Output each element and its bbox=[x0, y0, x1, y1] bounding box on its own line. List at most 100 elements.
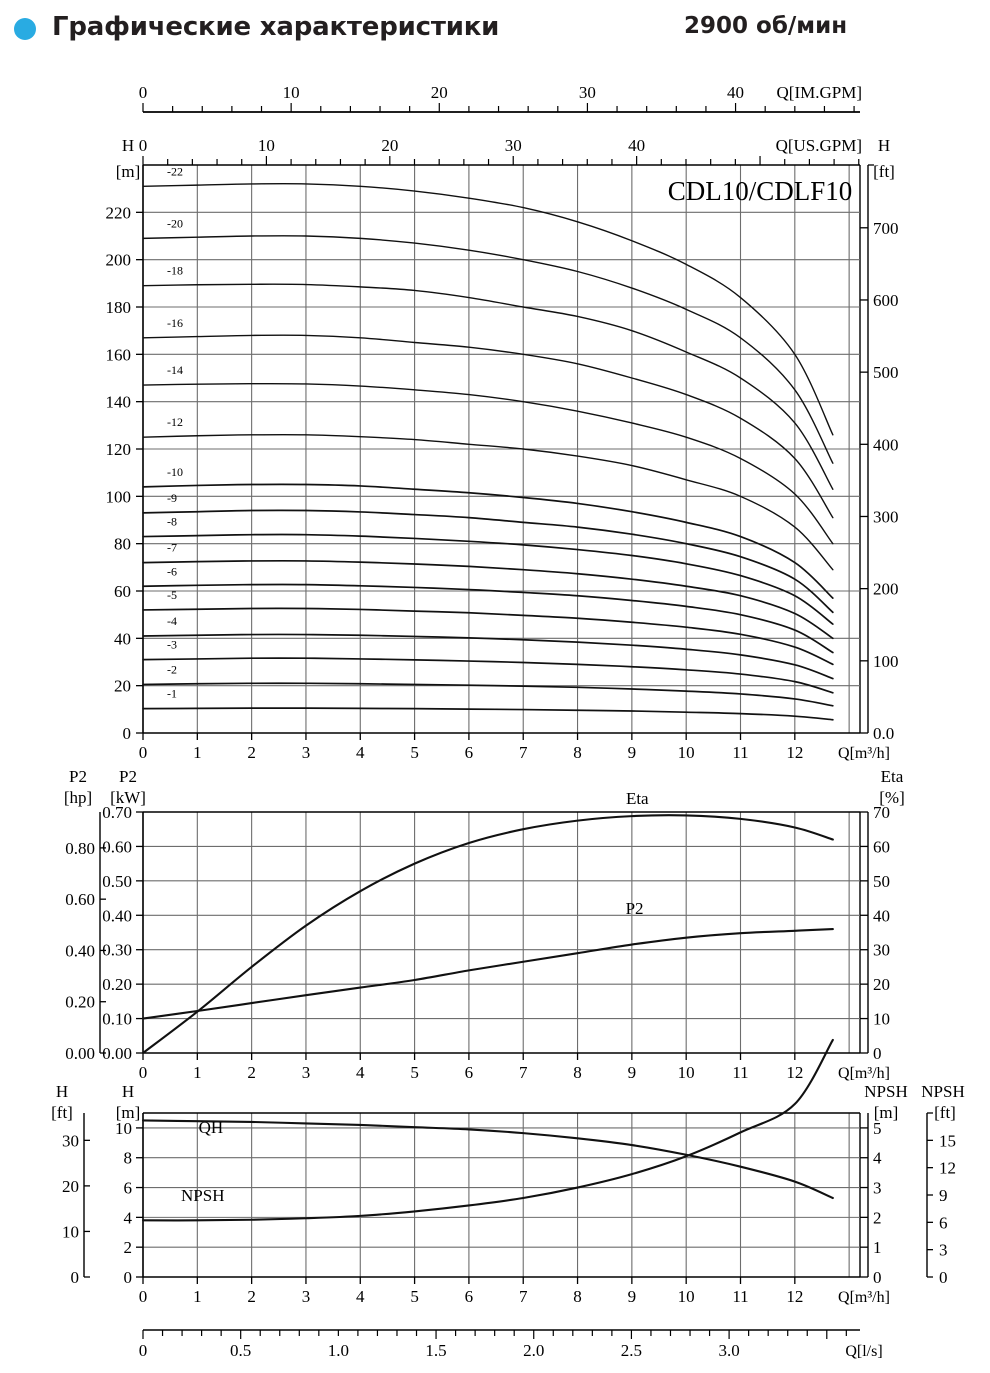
npsh-ft-tick-label: 6 bbox=[939, 1213, 948, 1232]
stage-label-16: -16 bbox=[167, 316, 183, 330]
stage-curve-18 bbox=[142, 283, 834, 490]
im-gpm-tick-label: 20 bbox=[431, 83, 448, 102]
bullet-icon bbox=[14, 18, 36, 40]
stage-label-7: -7 bbox=[167, 541, 177, 555]
h3-m-label: H bbox=[122, 1082, 134, 1101]
p2-kw-tick-label: 0.00 bbox=[102, 1044, 132, 1063]
page-title: Графические характеристики bbox=[52, 12, 500, 42]
stage-curve-8 bbox=[142, 533, 834, 625]
h3-m-tick-label: 0 bbox=[124, 1268, 133, 1287]
npsh-curve bbox=[141, 1038, 834, 1222]
q-ls-tick-label: 2.0 bbox=[523, 1341, 544, 1360]
q-tick-label: 0 bbox=[139, 743, 148, 762]
npsh-ft-tick-label: 3 bbox=[939, 1241, 948, 1260]
eta-unit: [%] bbox=[879, 788, 904, 807]
eta-tick-label: 20 bbox=[873, 975, 890, 994]
q-tick-label: 1 bbox=[193, 1287, 202, 1306]
stage-label-18: -18 bbox=[167, 264, 183, 278]
p2-kw-unit: [kW] bbox=[110, 788, 146, 807]
us-gpm-tick-label: 20 bbox=[381, 136, 398, 155]
h3-ft-tick-label: 10 bbox=[62, 1222, 79, 1241]
h3-m-tick-label: 8 bbox=[124, 1149, 133, 1168]
q-ls-axis-label: Q[l/s] bbox=[845, 1343, 882, 1360]
im-gpm-tick-label: 40 bbox=[727, 83, 744, 102]
q-m3h-axis-label: Q[m³/h] bbox=[838, 745, 890, 762]
p2-hp-tick-label: 0.80 bbox=[65, 839, 95, 858]
npsh-series-label: NPSH bbox=[181, 1186, 224, 1205]
q-tick-label: 3 bbox=[302, 1063, 311, 1082]
p2-kw-tick-label: 0.60 bbox=[102, 837, 132, 856]
q-tick-label: 12 bbox=[786, 743, 803, 762]
npsh-ft-tick-label: 15 bbox=[939, 1131, 956, 1150]
q-tick-label: 4 bbox=[356, 1287, 365, 1306]
im-gpm-tick-label: 0 bbox=[139, 83, 148, 102]
h-ft-label: H bbox=[878, 136, 890, 155]
h-ft-tick-label: 300 bbox=[873, 507, 899, 526]
q-tick-label: 7 bbox=[519, 743, 528, 762]
h-ft-tick-label: 700 bbox=[873, 219, 899, 238]
stage-curve-2 bbox=[142, 682, 834, 707]
h-ft-tick-label: 400 bbox=[873, 435, 899, 454]
q-ls-tick-label: 1.5 bbox=[425, 1341, 446, 1360]
q-tick-label: 11 bbox=[732, 1287, 748, 1306]
im-gpm-axis-label: Q[IM.GPM] bbox=[777, 83, 862, 102]
q-tick-label: 4 bbox=[356, 1063, 365, 1082]
stage-label-12: -12 bbox=[167, 415, 183, 429]
h-m-tick-label: 0 bbox=[123, 724, 132, 743]
q-ls-tick-label: 0.5 bbox=[230, 1341, 251, 1360]
h-m-tick-label: 100 bbox=[106, 487, 132, 506]
h-ft-tick-label: 500 bbox=[873, 363, 899, 382]
h-ft-unit: [ft] bbox=[873, 162, 895, 181]
q-tick-label: 2 bbox=[247, 743, 256, 762]
im-gpm-tick-label: 10 bbox=[283, 83, 300, 102]
q-tick-label: 5 bbox=[410, 743, 419, 762]
npsh-m-tick-label: 5 bbox=[873, 1119, 882, 1138]
eta-curve bbox=[141, 814, 834, 1055]
eta-tick-label: 10 bbox=[873, 1010, 890, 1029]
eta-tick-label: 30 bbox=[873, 941, 890, 960]
q-tick-label: 12 bbox=[786, 1287, 803, 1306]
q-tick-label: 9 bbox=[628, 1287, 637, 1306]
h-ft-tick-label: 200 bbox=[873, 580, 899, 599]
q-tick-label: 7 bbox=[519, 1063, 528, 1082]
eta-tick-label: 0 bbox=[873, 1044, 882, 1063]
q-tick-label: 11 bbox=[732, 743, 748, 762]
us-gpm-tick-label: 10 bbox=[258, 136, 275, 155]
h-ft-tick-label: 600 bbox=[873, 291, 899, 310]
q-m3h-axis-label: Q[m³/h] bbox=[838, 1065, 890, 1082]
q-tick-label: 5 bbox=[410, 1063, 419, 1082]
h-m-tick-label: 80 bbox=[114, 535, 131, 554]
page-header: Графические характеристики 2900 об/мин bbox=[0, 0, 990, 62]
stage-label-14: -14 bbox=[167, 363, 183, 377]
h-m-label: H bbox=[122, 136, 134, 155]
npsh-ft-unit: [ft] bbox=[934, 1103, 956, 1122]
p2-kw-tick-label: 0.40 bbox=[102, 906, 132, 925]
h-ft-tick-label: 100 bbox=[873, 652, 899, 671]
q-tick-label: 4 bbox=[356, 743, 365, 762]
h-m-unit: [m] bbox=[116, 162, 141, 181]
p2-hp-label: P2 bbox=[69, 767, 87, 786]
p2-series-label: P2 bbox=[626, 899, 644, 918]
h3-m-tick-label: 4 bbox=[124, 1208, 133, 1227]
q-tick-label: 5 bbox=[410, 1287, 419, 1306]
q-tick-label: 1 bbox=[193, 743, 202, 762]
q-ls-tick-label: 3.0 bbox=[718, 1341, 739, 1360]
npsh-ft-tick-label: 9 bbox=[939, 1186, 948, 1205]
us-gpm-tick-label: 0 bbox=[139, 136, 148, 155]
q-tick-label: 8 bbox=[573, 1287, 582, 1306]
stage-label-2: -2 bbox=[167, 662, 177, 676]
h3-ft-label: H bbox=[56, 1082, 68, 1101]
npsh-m-label: NPSH bbox=[864, 1082, 907, 1101]
p2-kw-tick-label: 0.70 bbox=[102, 803, 132, 822]
npsh-ft-tick-label: 12 bbox=[939, 1159, 956, 1178]
stage-curve-14 bbox=[142, 382, 834, 545]
stage-label-22: -22 bbox=[167, 164, 183, 178]
p2-kw-tick-label: 0.20 bbox=[102, 975, 132, 994]
h-m-tick-label: 20 bbox=[114, 677, 131, 696]
stage-label-6: -6 bbox=[167, 564, 177, 578]
h3-ft-unit: [ft] bbox=[51, 1103, 73, 1122]
p2-kw-label: P2 bbox=[119, 767, 137, 786]
h3-m-unit: [m] bbox=[116, 1103, 141, 1122]
h3-m-tick-label: 10 bbox=[115, 1119, 132, 1138]
